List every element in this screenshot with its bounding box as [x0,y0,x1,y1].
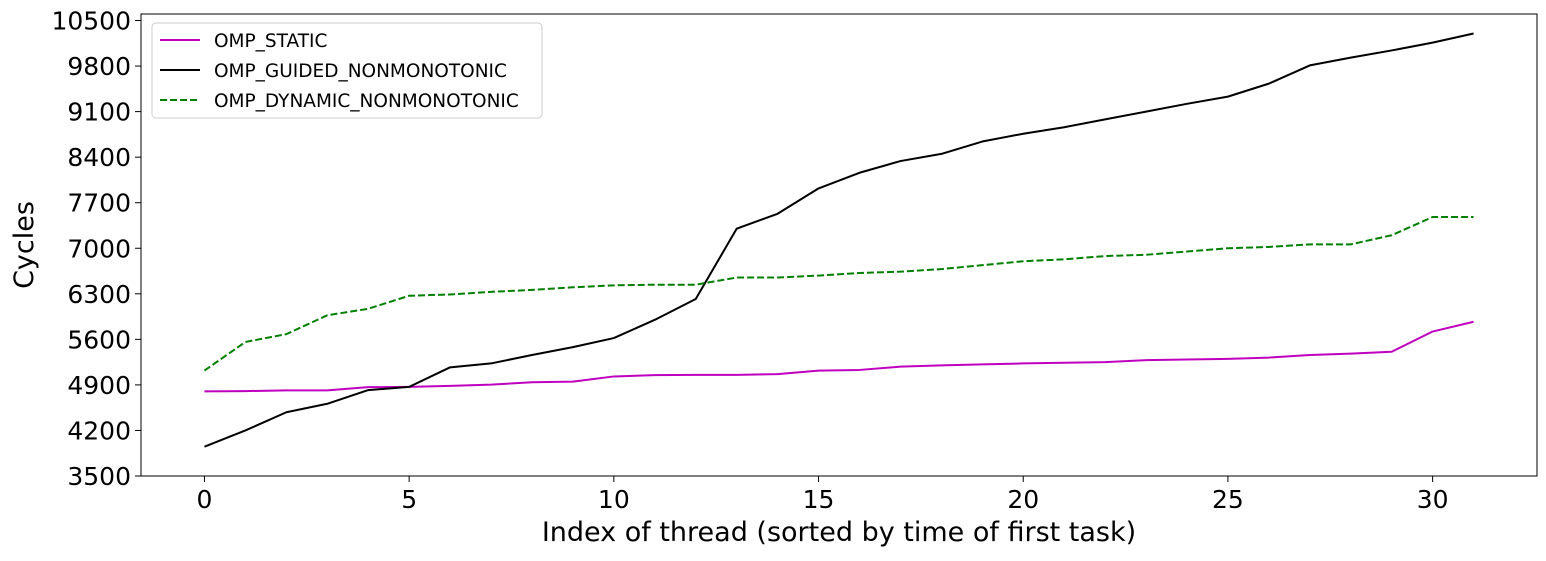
x-axis-ticks: 0 5 10 15 20 25 30 [197,476,1449,514]
x-tick-label: 10 [598,485,630,514]
x-tick-label: 15 [803,485,835,514]
x-tick-label: 20 [1007,485,1039,514]
x-tick-label: 5 [401,485,417,514]
y-tick-label: 9100 [67,98,131,127]
series-line-omp-guided-nonmonotonic [204,32,1474,448]
series-lines [203,32,1474,448]
legend-label: OMP_STATIC [214,31,327,52]
y-tick-label: 5600 [67,325,131,354]
y-tick-label: 7000 [67,234,131,263]
x-axis-label: Index of thread (sorted by time of first… [542,517,1136,548]
y-tick-label: 3500 [67,462,131,491]
legend: OMP_STATIC OMP_GUIDED_NONMONOTONIC OMP_DYN… [151,22,543,119]
y-tick-label: 6300 [67,280,131,309]
y-axis-ticks: 3500 4200 4900 5600 6300 7000 7700 8400 9100 9800… [51,7,141,491]
y-tick-label: 4200 [67,416,131,445]
series-line-omp-static [204,320,1474,393]
series-line-omp-dynamic-nonmonotonic [203,216,1474,372]
y-axis-label: Cycles [9,201,40,289]
y-tick-label: 7700 [67,189,131,218]
y-tick-label: 4900 [67,371,131,400]
legend-label: OMP_DYNAMIC_NONMONOTONIC [214,91,519,112]
x-tick-label: 30 [1417,485,1449,514]
x-tick-label: 0 [197,485,213,514]
legend-box [151,22,543,119]
legend-label: OMP_GUIDED_NONMONOTONIC [214,61,507,82]
y-tick-label: 10500 [51,7,131,36]
y-tick-label: 9800 [67,52,131,81]
x-tick-label: 25 [1212,485,1244,514]
y-tick-label: 8400 [67,143,131,172]
